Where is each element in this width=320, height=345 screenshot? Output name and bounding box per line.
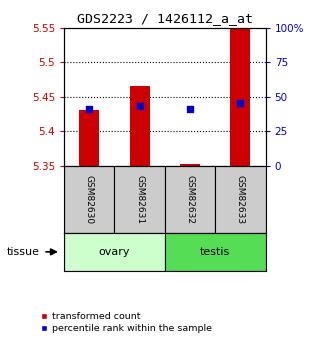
Bar bbox=[180, 164, 200, 166]
Bar bbox=[114, 166, 165, 233]
Text: tissue: tissue bbox=[6, 247, 39, 257]
Text: testis: testis bbox=[200, 247, 230, 257]
Bar bbox=[215, 166, 266, 233]
Text: GSM82630: GSM82630 bbox=[85, 175, 94, 224]
Point bbox=[137, 104, 142, 109]
Text: GSM82631: GSM82631 bbox=[135, 175, 144, 224]
Bar bbox=[130, 86, 150, 166]
Bar bbox=[64, 233, 165, 271]
Bar bbox=[64, 166, 114, 233]
Point bbox=[238, 101, 243, 106]
Point bbox=[188, 106, 193, 112]
Text: ovary: ovary bbox=[99, 247, 130, 257]
Bar bbox=[165, 166, 215, 233]
Bar bbox=[79, 110, 99, 166]
Legend: transformed count, percentile rank within the sample: transformed count, percentile rank withi… bbox=[37, 308, 216, 337]
Point bbox=[87, 106, 92, 112]
Text: GDS2223 / 1426112_a_at: GDS2223 / 1426112_a_at bbox=[77, 12, 253, 25]
Text: GSM82632: GSM82632 bbox=[186, 175, 195, 224]
Bar bbox=[165, 233, 266, 271]
Bar bbox=[230, 29, 251, 166]
Text: GSM82633: GSM82633 bbox=[236, 175, 245, 224]
